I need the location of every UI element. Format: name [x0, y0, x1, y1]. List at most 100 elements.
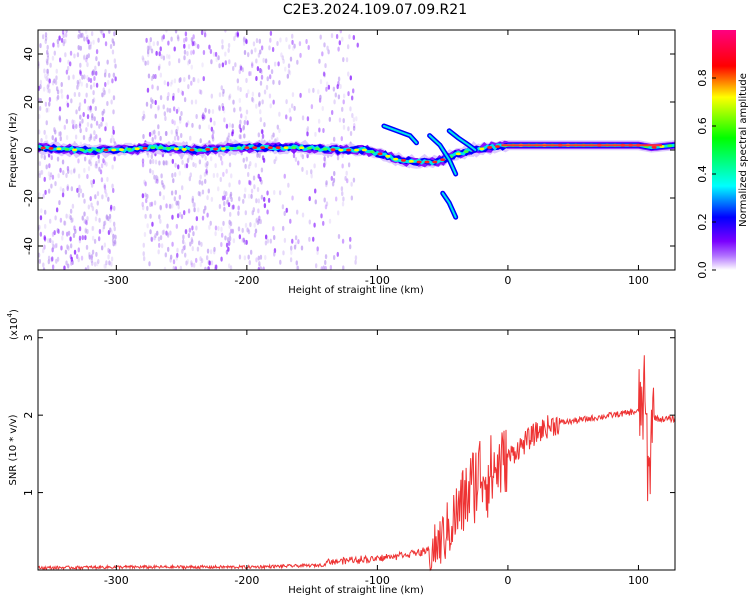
noise-cell	[229, 265, 233, 270]
noise-cell	[54, 137, 58, 143]
noise-cell	[218, 63, 221, 69]
noise-cell	[324, 63, 327, 69]
noise-cell	[159, 218, 162, 224]
noise-cell	[249, 249, 253, 255]
noise-cell	[310, 104, 314, 110]
noise-cell	[187, 233, 191, 239]
noise-cell	[246, 172, 250, 178]
noise-cell	[244, 210, 247, 216]
noise-cell	[191, 41, 195, 47]
noise-cell	[109, 138, 113, 144]
noise-cell	[165, 160, 168, 166]
noise-cell	[38, 192, 41, 198]
snr-frame	[37, 329, 676, 571]
noise-cell	[150, 48, 154, 54]
noise-cell	[62, 38, 66, 44]
noise-cell	[188, 59, 191, 65]
noise-cell	[238, 69, 241, 75]
noise-cell	[78, 92, 81, 98]
noise-cell	[247, 164, 251, 170]
noise-cell	[154, 178, 158, 184]
noise-cell	[111, 49, 115, 55]
noise-cell	[172, 95, 175, 101]
noise-cell	[198, 240, 201, 246]
noise-cell	[300, 245, 304, 251]
noise-cell	[289, 116, 292, 122]
noise-cell	[105, 214, 109, 220]
noise-cell	[91, 226, 94, 232]
noise-cell	[161, 182, 165, 188]
noise-cell	[249, 161, 252, 167]
noise-cell	[352, 125, 356, 131]
noise-cell	[166, 231, 170, 237]
noise-cell	[223, 201, 226, 207]
noise-cell	[168, 60, 171, 66]
noise-cell	[345, 170, 348, 176]
noise-cell	[328, 116, 332, 122]
noise-cell	[76, 84, 79, 90]
noise-cell	[350, 195, 354, 201]
noise-cell	[193, 202, 196, 208]
noise-cell	[171, 119, 174, 125]
noise-cell	[102, 158, 105, 164]
noise-cell	[59, 131, 62, 137]
signal-peak	[463, 150, 469, 154]
noise-cell	[200, 258, 204, 264]
noise-cell	[163, 111, 167, 117]
noise-cell	[278, 190, 282, 196]
noise-cell	[210, 260, 214, 266]
noise-cell	[93, 76, 96, 81]
noise-cell	[156, 176, 159, 182]
noise-cell	[225, 168, 228, 174]
noise-cell	[243, 239, 247, 245]
noise-cell	[164, 252, 168, 258]
signal-peak	[385, 154, 391, 158]
noise-cell	[312, 236, 315, 242]
noise-cell	[110, 99, 113, 105]
signal-peak	[64, 147, 70, 151]
noise-cell	[90, 253, 94, 259]
signal-peak	[95, 148, 101, 152]
noise-cell	[219, 177, 222, 183]
noise-cell	[107, 196, 110, 202]
noise-cell	[66, 65, 70, 71]
noise-cell	[51, 55, 55, 61]
noise-cell	[38, 252, 41, 258]
noise-cell	[188, 227, 192, 233]
noise-cell	[272, 99, 275, 105]
noise-cell	[228, 122, 232, 128]
noise-cell	[45, 120, 48, 126]
noise-cell	[238, 234, 242, 240]
x-tick-label: 100	[628, 274, 649, 287]
noise-cell	[99, 30, 103, 34]
noise-cell	[155, 174, 158, 180]
noise-cell	[77, 45, 80, 51]
noise-cell	[177, 36, 180, 42]
signal-peak	[667, 144, 673, 148]
noise-cell	[254, 228, 258, 234]
noise-cell	[111, 164, 114, 170]
signal-peak	[197, 148, 203, 152]
noise-cell	[356, 42, 359, 48]
snr-y-axis-label: SNR (10 * v/v)	[8, 414, 19, 485]
noise-cell	[66, 263, 70, 269]
noise-cell	[158, 214, 161, 220]
noise-cell	[67, 75, 71, 81]
noise-cell	[102, 108, 106, 114]
noise-cell	[162, 55, 166, 61]
noise-cell	[306, 131, 309, 137]
noise-cell	[71, 119, 74, 125]
noise-cell	[92, 179, 95, 185]
noise-cell	[264, 234, 268, 240]
noise-cell	[205, 168, 208, 174]
noise-cell	[260, 74, 264, 80]
noise-cell	[162, 184, 166, 190]
noise-cell	[38, 224, 41, 230]
noise-cell	[154, 159, 158, 165]
noise-cell	[244, 163, 247, 169]
noise-cell	[225, 191, 228, 197]
noise-cell	[330, 109, 334, 115]
signal-peak	[283, 146, 289, 150]
noise-cell	[244, 187, 247, 193]
noise-cell	[108, 88, 111, 94]
